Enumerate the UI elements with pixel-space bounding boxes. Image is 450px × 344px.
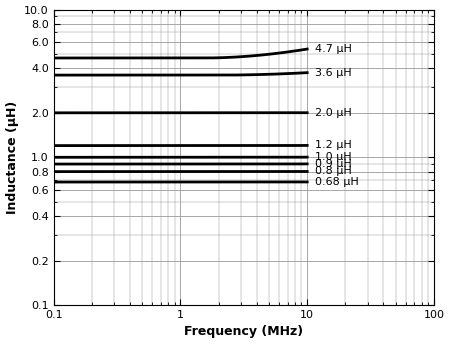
Text: 0.8 μH: 0.8 μH — [315, 166, 351, 176]
Text: 3.6 μH: 3.6 μH — [315, 68, 351, 78]
Y-axis label: Inductance (μH): Inductance (μH) — [5, 101, 18, 214]
Text: 0.68 μH: 0.68 μH — [315, 177, 359, 187]
Text: 4.7 μH: 4.7 μH — [315, 44, 352, 54]
Text: 1.2 μH: 1.2 μH — [315, 140, 351, 150]
Text: 2.0 μH: 2.0 μH — [315, 108, 351, 118]
Text: 1.0 μH: 1.0 μH — [315, 152, 351, 162]
X-axis label: Frequency (MHz): Frequency (MHz) — [184, 325, 303, 338]
Text: 0.9 μH: 0.9 μH — [315, 159, 351, 169]
